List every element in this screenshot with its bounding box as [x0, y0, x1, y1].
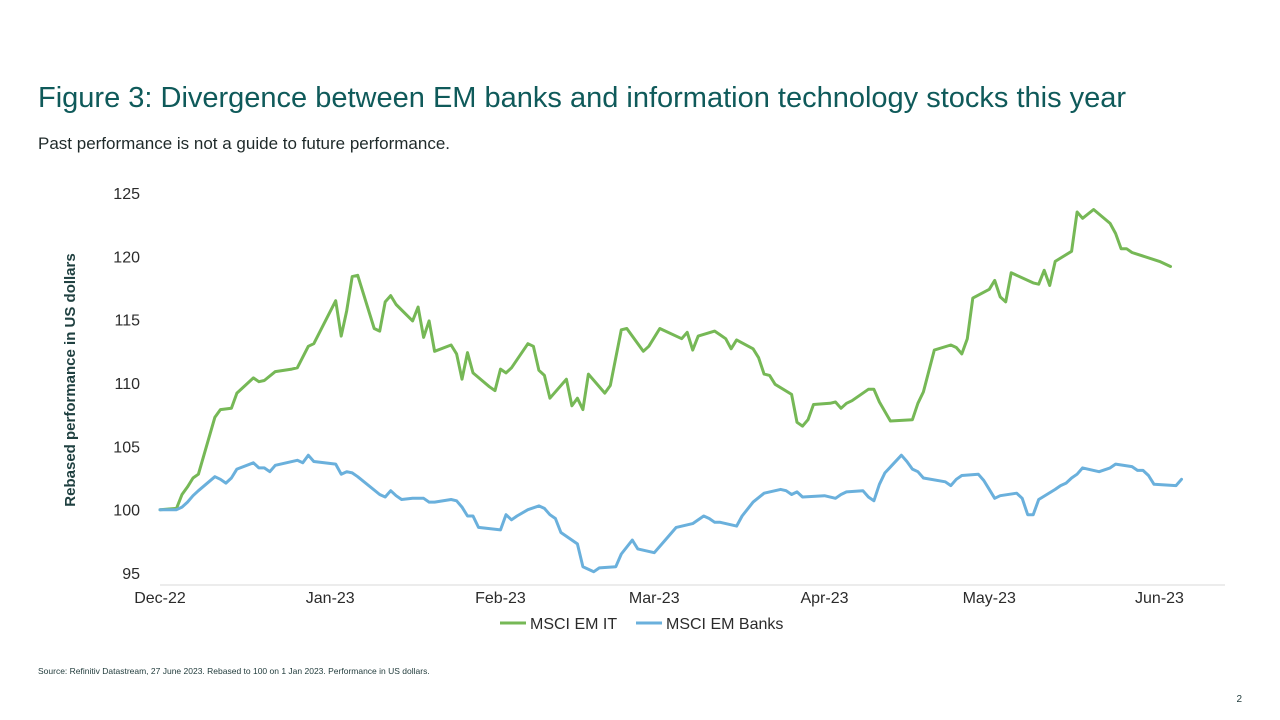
y-tick-label: 125	[113, 186, 140, 203]
y-tick-label: 120	[113, 249, 140, 266]
source-note: Source: Refinitiv Datastream, 27 June 20…	[38, 666, 430, 676]
y-tick-label: 95	[122, 566, 140, 583]
legend-label: MSCI EM IT	[530, 616, 617, 633]
x-tick-label: Dec-22	[134, 590, 186, 607]
y-tick-label: 110	[114, 376, 140, 393]
page-number: 2	[1236, 694, 1242, 705]
y-axis-ticks: 95 100 105 110 115 120 125	[113, 186, 140, 583]
x-tick-label: Feb-23	[475, 590, 526, 607]
legend-label: MSCI EM Banks	[666, 616, 783, 633]
x-tick-label: Jan-23	[306, 590, 355, 607]
series-line-msci-em-it	[158, 208, 1172, 512]
chart-title: Figure 3: Divergence between EM banks an…	[38, 82, 1127, 114]
y-axis-label: Rebased performance in US dollars	[62, 253, 79, 506]
x-tick-label: Apr-23	[800, 590, 848, 607]
y-tick-label: 105	[113, 439, 140, 456]
series-lines	[158, 208, 1183, 574]
series-line-msci-em-banks	[158, 453, 1183, 574]
x-tick-label: May-23	[963, 590, 1016, 607]
x-tick-label: Jun-23	[1135, 590, 1184, 607]
y-tick-label: 100	[113, 503, 140, 520]
legend: MSCI EM IT MSCI EM Banks	[500, 616, 783, 633]
x-tick-label: Mar-23	[629, 590, 680, 607]
x-axis-ticks: Dec-22 Jan-23 Feb-23 Mar-23 Apr-23 May-23 Jun-…	[134, 590, 1184, 607]
y-tick-label: 115	[114, 313, 140, 330]
chart-subtitle: Past performance is not a guide to futur…	[38, 134, 451, 153]
line-chart: Rebased performance in US dollars 95 100 1…	[62, 186, 1225, 633]
